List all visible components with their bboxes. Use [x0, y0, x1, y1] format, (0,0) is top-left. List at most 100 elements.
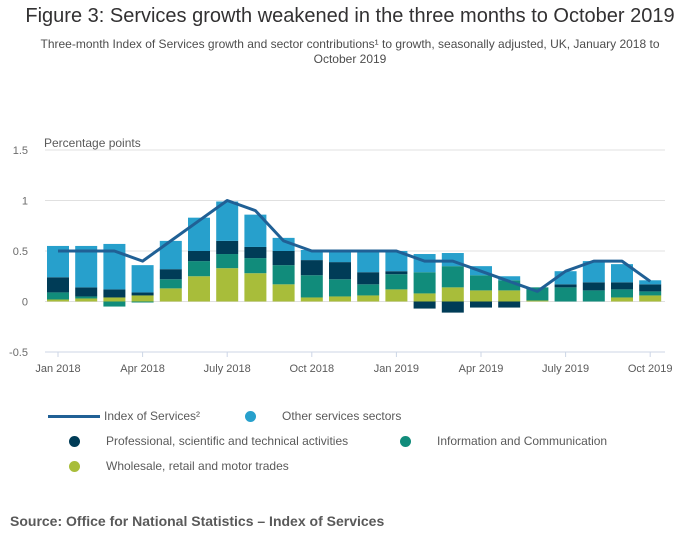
bar-segment[interactable]: [244, 246, 267, 259]
bar-segment[interactable]: [385, 271, 408, 275]
bar-segment[interactable]: [329, 296, 351, 302]
bar-segment[interactable]: [357, 272, 380, 285]
bar-segment[interactable]: [103, 243, 126, 290]
bar-segment[interactable]: [272, 251, 295, 266]
bar-segment[interactable]: [611, 282, 633, 290]
bar-segment[interactable]: [216, 254, 239, 269]
bar-segment[interactable]: [300, 297, 323, 302]
bar-segment[interactable]: [357, 251, 380, 273]
bar-segment[interactable]: [413, 301, 436, 309]
x-tick-label: Jan 2018: [35, 363, 80, 375]
bar-segment[interactable]: [47, 299, 69, 302]
bar-segment[interactable]: [272, 265, 295, 285]
y-tick-label: 1.5: [13, 145, 28, 157]
bar-segment[interactable]: [441, 266, 464, 288]
bar-segment[interactable]: [385, 274, 408, 290]
bar-segment[interactable]: [103, 301, 126, 307]
bar-segment[interactable]: [244, 273, 267, 302]
bar-segment[interactable]: [103, 297, 126, 302]
bar-segment[interactable]: [131, 301, 154, 303]
bar-segment[interactable]: [159, 279, 182, 289]
bar-segment[interactable]: [300, 260, 323, 276]
bar-segment[interactable]: [639, 284, 662, 292]
bar-segment[interactable]: [385, 251, 408, 272]
bar-segment[interactable]: [526, 300, 549, 302]
bar-segment[interactable]: [413, 272, 436, 294]
bar-segment[interactable]: [244, 258, 267, 274]
bar-segment[interactable]: [582, 282, 605, 291]
x-tick-label: Oct 2018: [289, 363, 334, 375]
bar-segment[interactable]: [357, 284, 380, 296]
chart: 1.5 1 0.5 0 -0.5 Percentage points Jan 2018 A…: [9, 136, 673, 375]
bar-segment[interactable]: [470, 290, 492, 302]
y-tick-label: 0.5: [13, 246, 28, 258]
bar-segment[interactable]: [216, 240, 239, 255]
bar-segment[interactable]: [75, 298, 98, 302]
bar-segment[interactable]: [272, 237, 295, 251]
bar-segment[interactable]: [611, 289, 633, 298]
bar-segment[interactable]: [131, 295, 154, 302]
legend-item-wholesale[interactable]: Wholesale, retail and motor trades: [69, 459, 289, 473]
bar-segment[interactable]: [498, 276, 521, 281]
index-of-services-line[interactable]: [58, 199, 652, 293]
bar-segment[interactable]: [159, 240, 182, 270]
x-tick-label: July 2019: [542, 363, 589, 375]
dot-marker-icon: [69, 460, 80, 472]
bar-segment[interactable]: [441, 301, 464, 313]
legend-label: Information and Communication: [437, 434, 608, 448]
bar-segment[interactable]: [441, 287, 464, 302]
bar-segment[interactable]: [470, 301, 492, 308]
bar-segment[interactable]: [216, 268, 239, 302]
bar-segment[interactable]: [611, 297, 633, 302]
legend-item-professional[interactable]: Professional, scientific and technical a…: [69, 434, 348, 448]
bar-segment[interactable]: [554, 284, 577, 288]
bar-segment[interactable]: [75, 287, 98, 297]
bar-segment[interactable]: [329, 249, 351, 263]
bar-segment[interactable]: [159, 288, 182, 302]
bar-segment[interactable]: [385, 289, 408, 302]
bar-segment[interactable]: [329, 262, 351, 280]
bar-segment[interactable]: [470, 275, 492, 291]
bar-segment[interactable]: [188, 276, 210, 302]
bar-segment[interactable]: [47, 292, 69, 300]
legend-label: Other services sectors: [282, 409, 402, 423]
bar-segment[interactable]: [582, 261, 605, 283]
bar-segment[interactable]: [639, 295, 662, 302]
x-axis: Jan 2018 Apr 2018 July 2018 Oct 2018 Jan 201…: [35, 352, 673, 375]
bar-segment[interactable]: [188, 251, 210, 262]
bar-segment[interactable]: [103, 289, 126, 298]
bar-segment[interactable]: [188, 217, 210, 251]
bar-segment[interactable]: [498, 301, 521, 308]
bar-segment[interactable]: [611, 264, 633, 283]
bar-segment[interactable]: [498, 290, 521, 302]
bar-segment[interactable]: [216, 201, 239, 241]
legend-item-information[interactable]: Information and Communication: [400, 434, 607, 448]
bar-segment[interactable]: [300, 275, 323, 298]
bar-segment[interactable]: [582, 290, 605, 302]
bar-segment[interactable]: [47, 245, 69, 278]
bar-segment[interactable]: [639, 280, 662, 285]
bar-segment[interactable]: [554, 287, 577, 302]
bar-segment[interactable]: [131, 292, 154, 296]
bar-segment[interactable]: [272, 284, 295, 302]
bar-segment[interactable]: [357, 295, 380, 302]
legend-label: Index of Services²: [104, 409, 201, 423]
bar-segment[interactable]: [75, 296, 98, 299]
bar-segment[interactable]: [244, 214, 267, 247]
bar-segment[interactable]: [639, 291, 662, 296]
y-axis-label: Percentage points: [44, 136, 141, 150]
legend-item-other-services[interactable]: Other services sectors: [245, 409, 401, 423]
bar-segment[interactable]: [413, 293, 436, 302]
bar-segment[interactable]: [131, 265, 154, 293]
bar-segment[interactable]: [329, 279, 351, 297]
bars: [47, 201, 662, 313]
bar-segment[interactable]: [159, 269, 182, 280]
bar-segment[interactable]: [498, 280, 521, 291]
x-tick-label: July 2018: [204, 363, 251, 375]
bar-segment[interactable]: [300, 249, 323, 261]
bar-segment[interactable]: [47, 277, 69, 293]
bar-segment[interactable]: [75, 245, 98, 288]
bar-segment[interactable]: [188, 261, 210, 277]
chart-subtitle: Three-month Index of Services growth and…: [40, 37, 660, 66]
legend-item-index-of-services[interactable]: Index of Services²: [48, 409, 200, 423]
